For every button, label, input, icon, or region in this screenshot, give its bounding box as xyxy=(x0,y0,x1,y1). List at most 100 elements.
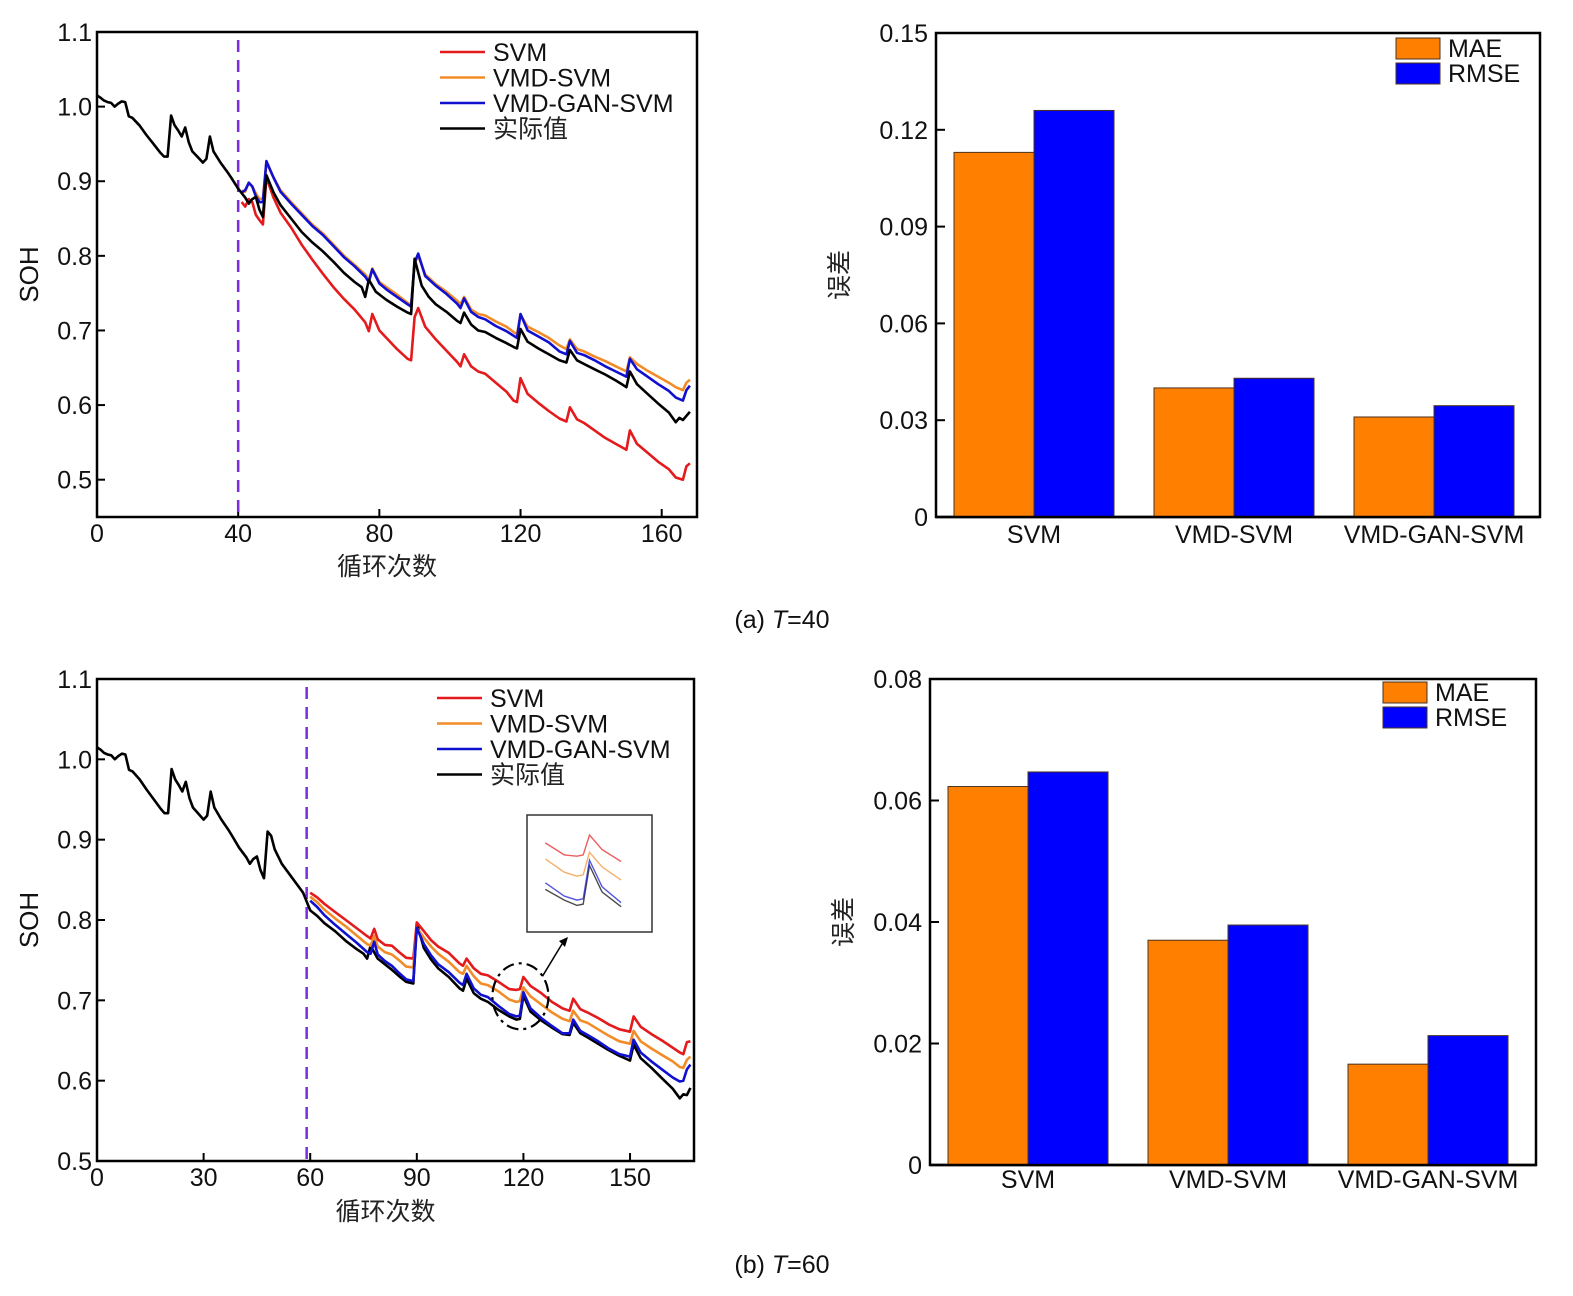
legend-label: VMD-SVM xyxy=(493,65,611,93)
y-axis-label: 误差 xyxy=(825,250,854,300)
legend-label: MAE xyxy=(1435,679,1489,707)
x-tick-label: 80 xyxy=(365,520,393,548)
bar-rmse-svm xyxy=(1027,771,1109,1166)
bar-mae-vmd-svm xyxy=(1147,939,1229,1166)
line-chart-a: 0.5 0.6 0.7 0.8 0.9 1.0 1.1 0 40 80 120 160 循环次数 SOH S… xyxy=(14,19,699,581)
y-tick-label: 0.9 xyxy=(57,168,92,196)
y-tick-label: 0.09 xyxy=(879,214,928,242)
caption-a: (a) T=40 xyxy=(734,606,829,634)
inset-box xyxy=(526,814,653,933)
y-tick-label: 0.06 xyxy=(879,310,928,338)
y-tick-label: 0.8 xyxy=(57,907,92,935)
series-line-vmd-gan-svm xyxy=(309,899,692,1083)
bar-mae-vmd-gan-svm xyxy=(1353,416,1435,518)
bar-mae-vmd-svm xyxy=(1153,387,1235,518)
legend-swatch-rmse xyxy=(1382,706,1428,729)
caption-b-var: T xyxy=(772,1251,789,1279)
caption-a-suffix: =40 xyxy=(787,606,829,634)
x-tick-label: 0 xyxy=(90,1164,104,1192)
bar-rmse-vmd-gan-svm xyxy=(1433,405,1515,518)
y-tick-label: 0.02 xyxy=(873,1031,922,1059)
inset-line-svm xyxy=(544,833,622,863)
bar-rmse-vmd-svm xyxy=(1227,924,1309,1166)
legend-label: VMD-GAN-SVM xyxy=(493,90,674,118)
x-category-label: SVM xyxy=(1001,1166,1055,1194)
caption-b-prefix: (b) xyxy=(734,1251,772,1279)
x-tick-label: 150 xyxy=(609,1164,651,1192)
legend-label: RMSE xyxy=(1448,60,1520,88)
y-tick-label: 0.6 xyxy=(57,392,92,420)
series-line-svm xyxy=(240,176,691,481)
y-tick-label: 0.7 xyxy=(57,317,92,345)
y-tick-label: 1.1 xyxy=(57,19,92,47)
y-tick-label: 0.06 xyxy=(873,788,922,816)
legend-swatch-rmse xyxy=(1395,62,1441,85)
x-tick-label: 120 xyxy=(503,1164,545,1192)
y-tick-label: 0.15 xyxy=(879,20,928,48)
caption-a-var: T xyxy=(772,606,789,634)
y-tick-label: 1.0 xyxy=(57,746,92,774)
y-tick-label: 0.04 xyxy=(873,909,922,937)
bar-mae-svm xyxy=(953,151,1035,518)
inset-line-vmd-gan-svm xyxy=(544,857,622,904)
bar-rmse-svm xyxy=(1033,109,1115,518)
x-axis-label: 循环次数 xyxy=(337,552,437,581)
legend-label: SVM xyxy=(493,39,547,67)
x-tick-label: 0 xyxy=(90,520,104,548)
caption-b-suffix: =60 xyxy=(787,1251,829,1279)
legend-label: SVM xyxy=(490,685,544,713)
x-axis-label: 循环次数 xyxy=(335,1197,435,1226)
legend-label: VMD-SVM xyxy=(490,711,608,739)
zoom-arrow-head xyxy=(559,937,568,947)
bar-mae-svm xyxy=(947,786,1029,1166)
y-tick-label: 0 xyxy=(908,1152,922,1180)
series-line-svm xyxy=(309,891,691,1056)
bar-mae-vmd-gan-svm xyxy=(1347,1063,1429,1166)
y-tick-label: 0.08 xyxy=(873,666,922,694)
bar-chart-a: 0 0.03 0.06 0.09 0.12 0.15 误差 SVM VMD-SVM VMD-GAN… xyxy=(825,20,1542,549)
y-tick-label: 0.12 xyxy=(879,117,928,145)
x-category-label: VMD-GAN-SVM xyxy=(1344,521,1525,549)
x-tick-label: 60 xyxy=(296,1164,324,1192)
legend-swatch-mae xyxy=(1382,681,1428,704)
x-category-label: SVM xyxy=(1007,521,1061,549)
y-tick-label: 0.5 xyxy=(57,467,92,495)
zoom-region-ellipse xyxy=(491,962,550,1031)
x-tick-label: 120 xyxy=(500,520,542,548)
line-chart-b: 0.5 0.6 0.7 0.8 0.9 1.0 1.1 0 30 60 90 120 150 循环次数 SO… xyxy=(14,666,696,1226)
caption-a-prefix: (a) xyxy=(734,606,772,634)
legend-label: MAE xyxy=(1448,35,1502,63)
x-tick-label: 90 xyxy=(403,1164,431,1192)
bar-chart-b: 0 0.02 0.04 0.06 0.08 误差 SVM VMD-SVM VMD-GAN-SVM… xyxy=(829,666,1538,1194)
x-tick-label: 160 xyxy=(641,520,683,548)
y-axis-label: SOH xyxy=(14,892,44,948)
y-tick-label: 1.0 xyxy=(57,94,92,122)
inset-line-vmd-svm xyxy=(544,850,622,881)
x-category-label: VMD-SVM xyxy=(1169,1166,1287,1194)
legend-label: 实际值 xyxy=(490,761,565,790)
y-tick-label: 1.1 xyxy=(57,666,92,694)
legend-label: 实际值 xyxy=(493,115,568,144)
y-tick-label: 0.5 xyxy=(57,1148,92,1176)
y-axis-label: SOH xyxy=(14,246,44,302)
series-line-vmd-gan-svm xyxy=(241,159,691,402)
y-tick-label: 0.9 xyxy=(57,827,92,855)
y-tick-label: 0 xyxy=(914,504,928,532)
legend-label: RMSE xyxy=(1435,704,1507,732)
y-tick-label: 0.03 xyxy=(879,407,928,435)
legend-swatch-mae xyxy=(1395,37,1441,60)
x-tick-label: 40 xyxy=(224,520,252,548)
y-tick-label: 0.7 xyxy=(57,987,92,1015)
legend-label: VMD-GAN-SVM xyxy=(490,736,671,764)
series-line-actual xyxy=(96,94,691,424)
y-axis-label: 误差 xyxy=(829,897,858,947)
plot-frame xyxy=(95,30,699,519)
x-category-label: VMD-SVM xyxy=(1175,521,1293,549)
bar-rmse-vmd-svm xyxy=(1233,377,1315,518)
bar-rmse-vmd-gan-svm xyxy=(1427,1035,1509,1166)
x-tick-label: 30 xyxy=(190,1164,218,1192)
caption-b: (b) T=60 xyxy=(734,1251,829,1279)
inset-line-actual xyxy=(544,863,622,908)
y-tick-label: 0.6 xyxy=(57,1068,92,1096)
